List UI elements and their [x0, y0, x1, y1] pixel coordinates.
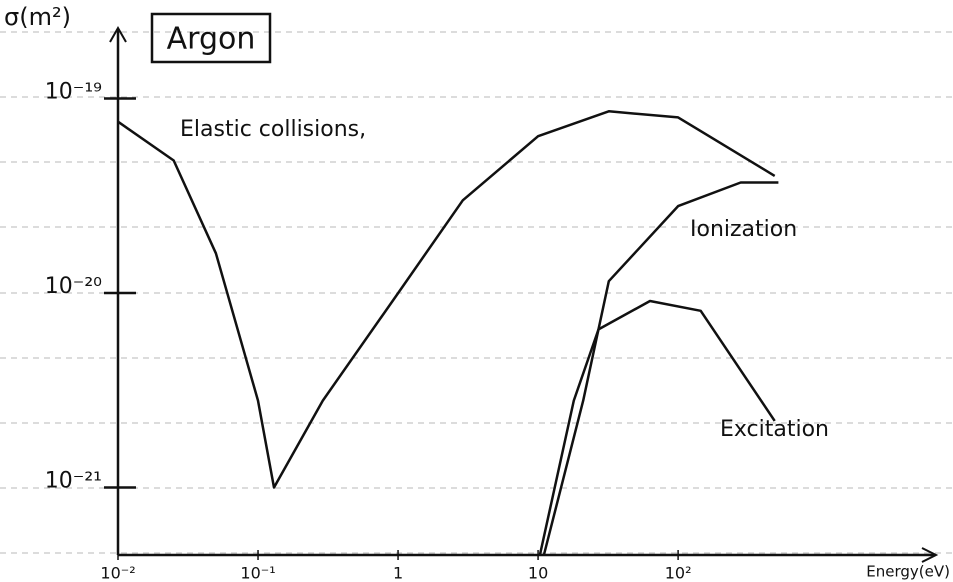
x-tick-label: 10⁻² — [100, 564, 135, 582]
series-line — [118, 111, 775, 487]
y-axis-label: σ(m²) — [4, 3, 71, 31]
series-label: Ionization — [690, 217, 797, 242]
series-label: Elastic collisions, — [180, 117, 366, 142]
series-label: Excitation — [720, 417, 829, 442]
y-tick-label: 10⁻²¹ — [45, 469, 102, 494]
paper-lines — [0, 32, 953, 553]
chart-title: Argon — [167, 22, 256, 57]
x-tick-label: 10⁻¹ — [240, 564, 275, 582]
y-tick-label: 10⁻¹⁹ — [45, 80, 102, 105]
chart: Argon σ(m²) Energy(eV) 10⁻¹⁹ 10⁻²⁰ 10⁻²¹ 10… — [0, 0, 953, 582]
x-tick-label: 1 — [393, 564, 403, 582]
x-tick-label: 10 — [528, 564, 548, 582]
x-axis-label: Energy(eV) — [866, 563, 950, 581]
x-tick-label: 10² — [665, 564, 692, 582]
y-tick-label: 10⁻²⁰ — [45, 274, 102, 299]
